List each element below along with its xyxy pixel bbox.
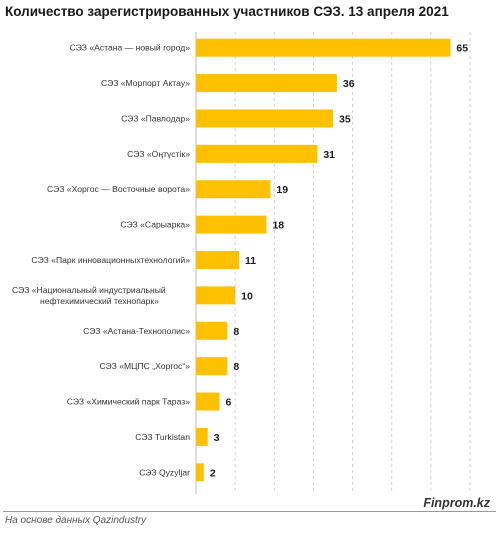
- category-label: СЭЗ «Хоргос — Восточные ворота»: [47, 184, 190, 194]
- value-label: 65: [456, 43, 468, 55]
- category-label: СЭЗ «МЦПС „Хоргос“»: [99, 361, 190, 371]
- bar: [196, 74, 337, 93]
- footer-divider: [3, 511, 496, 512]
- value-label: 18: [272, 220, 284, 232]
- chart-value-labels: 65 36 35 31 19 18 11 10 8 8 6 3 2: [210, 43, 468, 480]
- value-label: 8: [233, 326, 239, 338]
- category-label: СЭЗ «Морпорт Актау»: [101, 78, 190, 88]
- brand-logo-text: Finprom.kz: [423, 496, 490, 510]
- chart-title: Количество зарегистрированных участников…: [5, 4, 449, 19]
- category-label: СЭЗ Qyzyljar: [139, 467, 190, 477]
- bar: [196, 144, 318, 163]
- value-label: 2: [210, 467, 216, 479]
- bar: [196, 321, 228, 340]
- source-note: На основе данных Qazindustry: [5, 515, 147, 526]
- value-label: 35: [339, 113, 351, 125]
- bar: [196, 215, 267, 234]
- value-label: 11: [245, 255, 256, 267]
- bar: [196, 427, 208, 446]
- value-label: 31: [323, 149, 335, 161]
- value-label: 19: [276, 184, 288, 196]
- category-label: СЭЗ Turkistan: [135, 432, 190, 442]
- bar: [196, 251, 240, 269]
- bar: [196, 357, 228, 376]
- bar-chart: СЭЗ «Астана — новый город» СЭЗ «Морпорт А…: [12, 32, 471, 494]
- category-label: СЭЗ «Павлодар»: [121, 113, 190, 123]
- bar: [196, 180, 271, 199]
- category-label: СЭЗ «Оңтүстік»: [127, 149, 190, 159]
- chart-bars: [196, 38, 451, 482]
- bar: [196, 392, 220, 411]
- category-label: СЭЗ «Национальный индустриальный нефтехим…: [12, 285, 166, 306]
- value-label: 36: [343, 78, 355, 90]
- category-label: СЭЗ «Сарыарка»: [120, 220, 190, 230]
- bar: [196, 109, 333, 128]
- bar: [196, 286, 236, 305]
- value-label: 6: [225, 397, 231, 409]
- chart-gridlines: [195, 32, 471, 494]
- value-label: 3: [214, 432, 220, 444]
- category-label: СЭЗ «Астана-Технополис»: [83, 326, 190, 336]
- chart-category-labels: СЭЗ «Астана — новый город» СЭЗ «Морпорт А…: [12, 43, 190, 478]
- value-label: 8: [233, 361, 239, 373]
- category-label: СЭЗ «Парк инновационныхтехнологий»: [31, 255, 190, 265]
- category-label: СЭЗ «Химический парк Тараз»: [67, 397, 190, 407]
- bar: [196, 463, 204, 482]
- bar: [196, 38, 451, 57]
- category-label: СЭЗ «Астана — новый город»: [70, 43, 191, 53]
- value-label: 10: [241, 290, 253, 302]
